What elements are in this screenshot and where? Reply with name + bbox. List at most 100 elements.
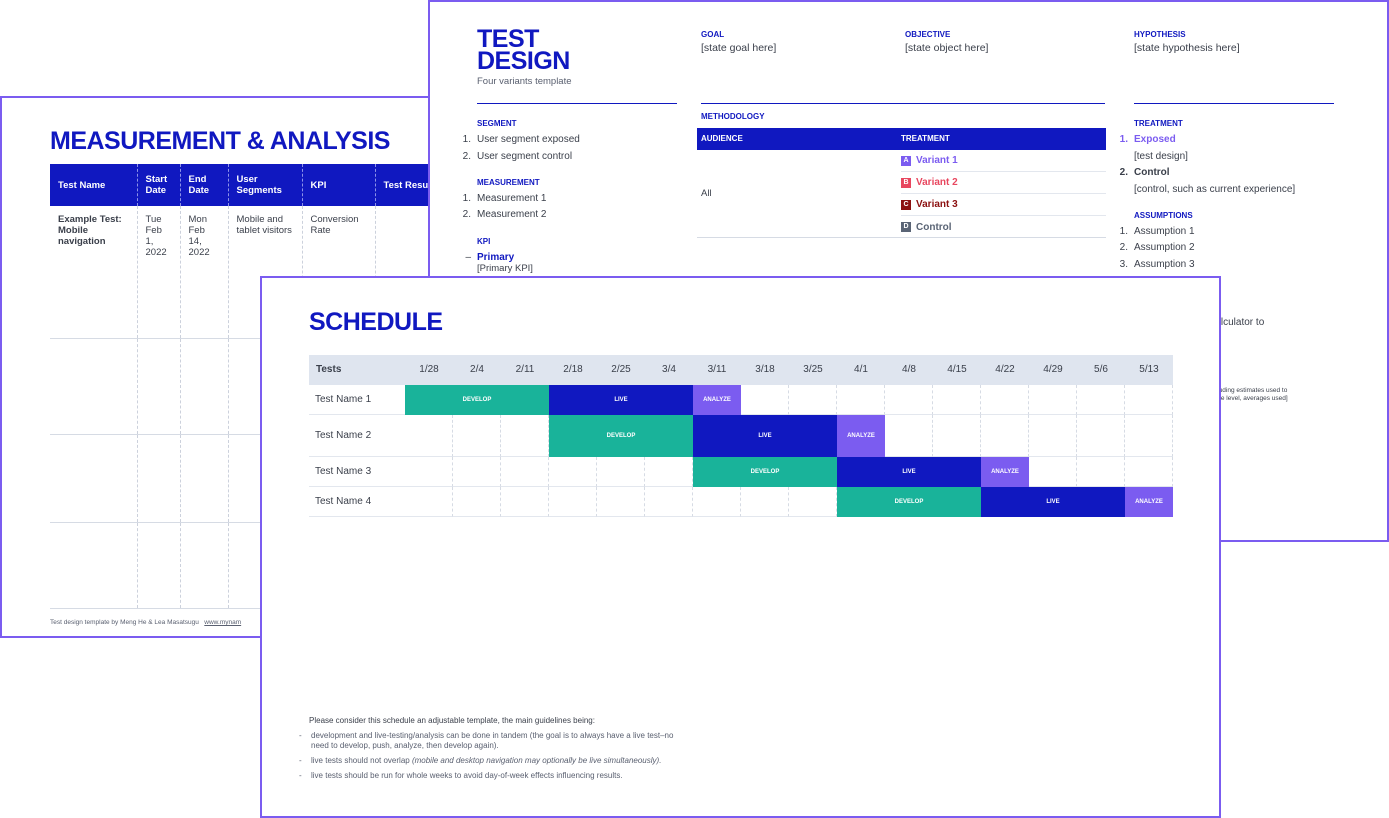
row-rule (309, 457, 405, 487)
treatment-text: [control, such as current experience] (1134, 184, 1296, 195)
grid-cell (453, 415, 501, 457)
grid-cell (837, 385, 885, 415)
cell: Mon Feb 14, 2022 (180, 206, 229, 339)
treatment-name: Exposed (1134, 134, 1176, 145)
variant: A Variant 1 (901, 150, 1106, 172)
col-header: Start Date (137, 164, 181, 206)
variant-name: Variant 2 (916, 177, 958, 188)
label: OBJECTIVE (905, 30, 951, 39)
bullet: - live tests should be run for whole week… (299, 771, 679, 781)
list-item: Assumption 3 (1134, 259, 1195, 270)
bullet-dash: - (299, 771, 302, 780)
week-label: 4/1 (854, 364, 868, 375)
title: MEASUREMENT & ANALYSIS (50, 127, 390, 155)
grid-cell (981, 415, 1029, 457)
bullet-text: development and live-testing/analysis ca… (311, 731, 674, 750)
bullet-italic: (mobile and desktop navigation may optio… (411, 756, 662, 765)
header: AUDIENCE (701, 134, 743, 143)
badge: D (901, 222, 911, 232)
grid-cell (501, 415, 549, 457)
label: MEASUREMENT (477, 178, 540, 187)
list-dash: – (465, 252, 471, 263)
variant: D Control (901, 216, 1106, 238)
rule (477, 103, 677, 104)
grid-cell (789, 385, 837, 415)
label: METHODOLOGY (701, 112, 765, 121)
phase-bar: LIVE (693, 415, 837, 457)
phase-bar: DEVELOP (693, 457, 837, 487)
table-header (697, 128, 1106, 150)
week-label: 2/25 (611, 364, 631, 375)
header-cell: Tests (316, 364, 342, 375)
badge: A (901, 155, 911, 166)
week-label: 4/8 (902, 364, 916, 375)
bullet-text: live tests should be run for whole weeks… (311, 771, 623, 780)
badge: C (901, 199, 911, 210)
test-name: Test Name 4 (315, 496, 372, 507)
label: ASSUMPTIONS (1134, 211, 1193, 220)
list-item: Measurement 2 (477, 209, 547, 220)
text: [state object here] (905, 42, 989, 54)
col-header: KPI (302, 164, 376, 206)
grid-cell (453, 457, 501, 487)
week-label: 1/28 (419, 364, 439, 375)
grid-cell (1029, 385, 1077, 415)
variant-name: Variant 1 (916, 155, 958, 166)
audience: All (701, 188, 712, 199)
grid-cell (885, 385, 933, 415)
kpi-primary: Primary (477, 252, 515, 263)
grid-cell (933, 385, 981, 415)
cell: Tue Feb 1, 2022 (137, 206, 181, 339)
week-label: 5/6 (1094, 364, 1108, 375)
test-name: Test Name 2 (315, 430, 372, 441)
week-label: 4/22 (995, 364, 1015, 375)
title: SCHEDULE (309, 308, 443, 336)
grid-cell (1125, 457, 1173, 487)
text: [state goal here] (701, 42, 777, 54)
footer: Test design template by Meng He & Lea Ma… (50, 619, 242, 626)
variant-name: Control (916, 221, 952, 233)
grid-cell (645, 457, 693, 487)
grid-cell (741, 385, 789, 415)
week-label: 2/11 (515, 364, 535, 375)
gantt: Tests 1/28 2/4 2/11 2/18 2/25 3/4 3/11 3/18 3/25 4… (309, 355, 1173, 518)
grid-cell (645, 487, 693, 517)
grid-cell (1029, 415, 1077, 457)
bullet: - live tests should not overlap (mobile a… (299, 756, 679, 766)
list-number: 2. (462, 209, 471, 220)
schedule-card: SCHEDULE Tests 1/28 2/4 2/11 2/18 2/25 3/4 3/11… (260, 276, 1221, 818)
grid-cell (1125, 385, 1173, 415)
text: [state hypothesis here] (1134, 42, 1240, 54)
subtitle: Four variants template (477, 76, 572, 87)
grid-cell (1077, 457, 1125, 487)
week-label: 2/4 (470, 364, 484, 375)
label: HYPOTHESIS (1134, 30, 1186, 39)
grid-cell (405, 457, 453, 487)
grid-cell (741, 487, 789, 517)
bullet-text: live tests should not overlap (311, 756, 412, 765)
list-number: 2. (1119, 242, 1128, 253)
list-number: 1. (462, 193, 471, 204)
variant: B Variant 2 (901, 172, 1106, 194)
col-header: User Segments (228, 164, 303, 206)
badge: B (901, 177, 911, 188)
grid-cell (405, 415, 453, 457)
list-item: Assumption 1 (1134, 226, 1195, 237)
grid-cell (597, 457, 645, 487)
phase-bar: DEVELOP (549, 415, 693, 457)
grid-cell (789, 487, 837, 517)
phase-bar: LIVE (837, 457, 981, 487)
variant-name: Variant 3 (916, 199, 958, 210)
list-number: 2. (1119, 167, 1128, 178)
rule (701, 103, 1105, 104)
label: GOAL (701, 30, 725, 39)
week-label: 3/11 (707, 364, 727, 375)
list-number: 2. (462, 151, 471, 162)
week-label: 3/18 (755, 364, 775, 375)
grid-cell (885, 415, 933, 457)
week-label: 4/29 (1043, 364, 1063, 375)
grid-cell (501, 487, 549, 517)
phase-bar: DEVELOP (405, 385, 549, 415)
col-header: Test Name (50, 164, 138, 206)
